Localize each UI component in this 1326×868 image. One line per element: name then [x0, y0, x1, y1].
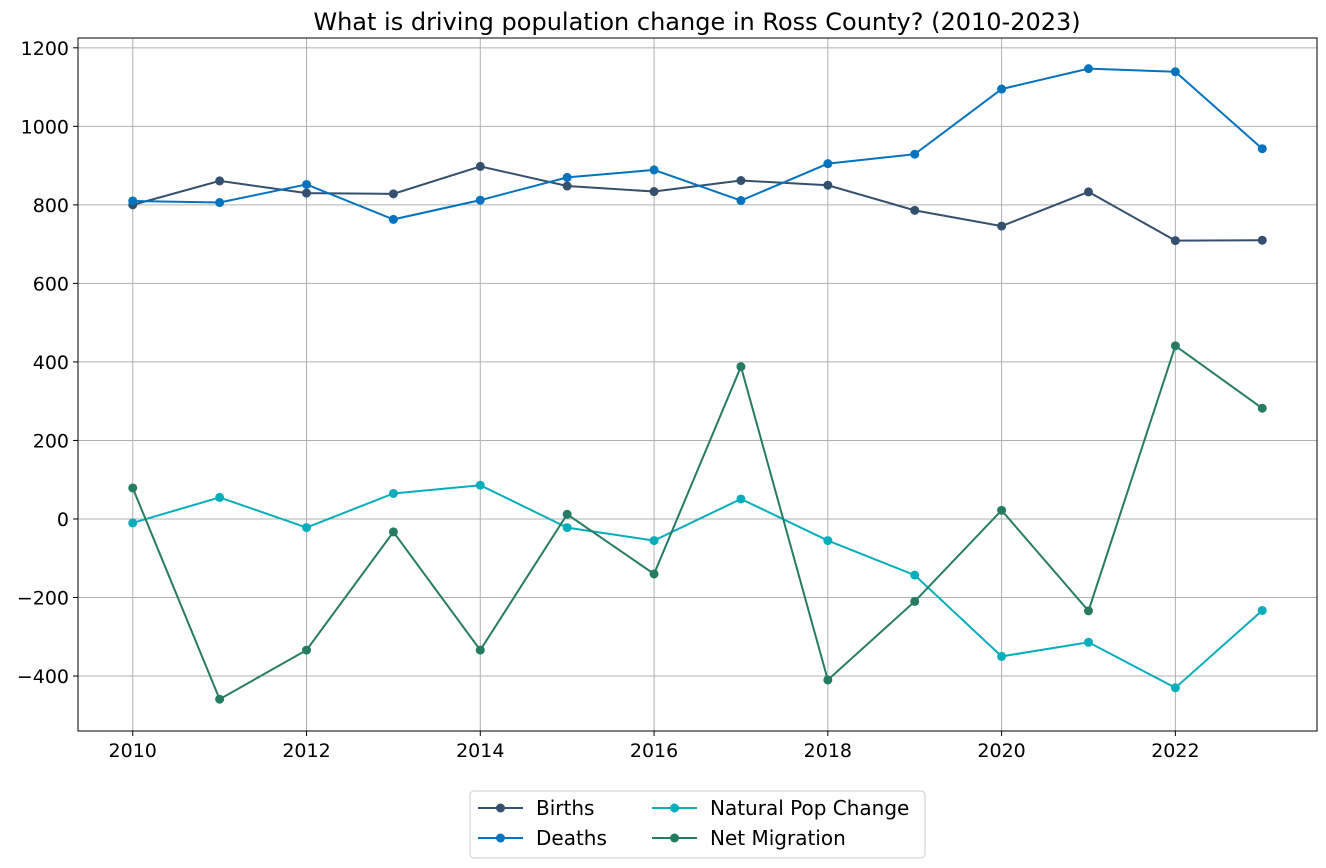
data-point	[1083, 637, 1093, 647]
legend-label: Births	[536, 796, 594, 820]
data-point	[823, 180, 833, 190]
x-tick-label: 2012	[282, 740, 330, 762]
grid	[78, 38, 1317, 731]
x-tick-label: 2016	[630, 740, 678, 762]
data-point	[302, 188, 312, 198]
data-point	[649, 536, 659, 546]
legend-swatch-marker	[670, 803, 679, 813]
y-tick-label: 200	[33, 430, 69, 452]
data-point	[649, 187, 659, 197]
data-point	[736, 494, 746, 504]
y-tick-label: −200	[17, 588, 69, 610]
data-point	[128, 196, 138, 206]
data-point	[475, 161, 485, 171]
legend-swatch-marker	[496, 803, 505, 813]
series-births	[128, 161, 1267, 246]
data-point	[562, 181, 572, 191]
data-point	[128, 483, 138, 493]
data-point	[302, 645, 312, 655]
legend-label: Net Migration	[710, 826, 846, 850]
data-point	[388, 488, 398, 498]
legend-swatch-marker	[496, 833, 505, 843]
series-line	[132, 165, 1263, 242]
data-point	[1257, 235, 1267, 245]
data-point	[475, 195, 485, 205]
data-point	[562, 172, 572, 182]
data-point	[910, 570, 920, 580]
series-line	[131, 344, 1263, 701]
data-point	[823, 159, 833, 169]
data-point	[128, 518, 138, 528]
data-point	[388, 189, 398, 199]
data-point	[388, 214, 398, 224]
data-point	[910, 596, 920, 606]
data-point	[215, 198, 225, 208]
y-tick-label: 800	[33, 195, 69, 217]
plot-frame	[77, 37, 1318, 732]
legend-item: Natural Pop Change	[652, 796, 909, 820]
x-tick-label: 2014	[456, 740, 504, 762]
chart-title: What is driving population change in Ros…	[313, 8, 1080, 36]
data-point	[1170, 67, 1180, 77]
data-point	[1257, 605, 1267, 615]
data-point	[736, 362, 746, 372]
data-point	[1083, 64, 1093, 74]
y-tick-label: 1000	[21, 116, 69, 138]
data-point	[910, 149, 920, 159]
data-point	[736, 196, 746, 206]
series-line	[132, 67, 1263, 221]
data-point	[302, 179, 312, 189]
series-deaths	[128, 64, 1267, 224]
data-point	[475, 645, 485, 655]
series-net-migration	[128, 341, 1267, 704]
legend-swatch-marker	[670, 833, 679, 843]
data-point	[997, 84, 1007, 94]
data-point	[562, 523, 572, 533]
x-tick-label: 2018	[804, 740, 852, 762]
data-point	[910, 205, 920, 215]
data-point	[736, 176, 746, 186]
data-point	[1257, 403, 1267, 413]
data-point	[215, 176, 225, 186]
legend-item: Net Migration	[652, 826, 846, 850]
data-point	[1083, 187, 1093, 197]
x-tick-label: 2020	[977, 740, 1025, 762]
data-point	[1257, 144, 1267, 154]
data-point	[215, 492, 225, 502]
y-tick-label: 400	[33, 352, 69, 374]
legend-item: Deaths	[478, 826, 607, 850]
data-point	[997, 651, 1007, 661]
data-point	[823, 536, 833, 546]
axis-ticks: 2010 2012 2014 2016 2018 2020 2022 −400 −200 0 200…	[17, 38, 1200, 762]
legend-box	[469, 790, 926, 859]
data-point	[997, 221, 1007, 231]
y-tick-label: 0	[57, 509, 69, 531]
y-tick-label: 1200	[21, 38, 69, 60]
y-tick-label: −400	[17, 666, 69, 688]
legend-item: Births	[478, 796, 594, 820]
data-point	[388, 527, 398, 537]
data-point	[823, 675, 833, 685]
x-tick-label: 2022	[1151, 740, 1199, 762]
data-point	[1170, 236, 1180, 246]
series-line	[132, 484, 1263, 690]
data-point	[475, 480, 485, 490]
series-group	[128, 64, 1267, 704]
x-tick-label: 2010	[109, 740, 157, 762]
series-natural-pop-change	[128, 480, 1267, 693]
data-point	[215, 694, 225, 704]
legend: Births Deaths Natural Pop Change Net Migrat…	[469, 790, 926, 859]
data-point	[562, 509, 572, 519]
data-point	[649, 569, 659, 579]
legend-label: Natural Pop Change	[710, 796, 909, 820]
data-point	[1170, 341, 1180, 351]
data-point	[1083, 606, 1093, 616]
y-tick-label: 600	[33, 273, 69, 295]
data-point	[1170, 683, 1180, 693]
data-point	[649, 165, 659, 175]
data-point	[997, 505, 1007, 515]
data-point	[302, 523, 312, 533]
legend-label: Deaths	[536, 826, 607, 850]
